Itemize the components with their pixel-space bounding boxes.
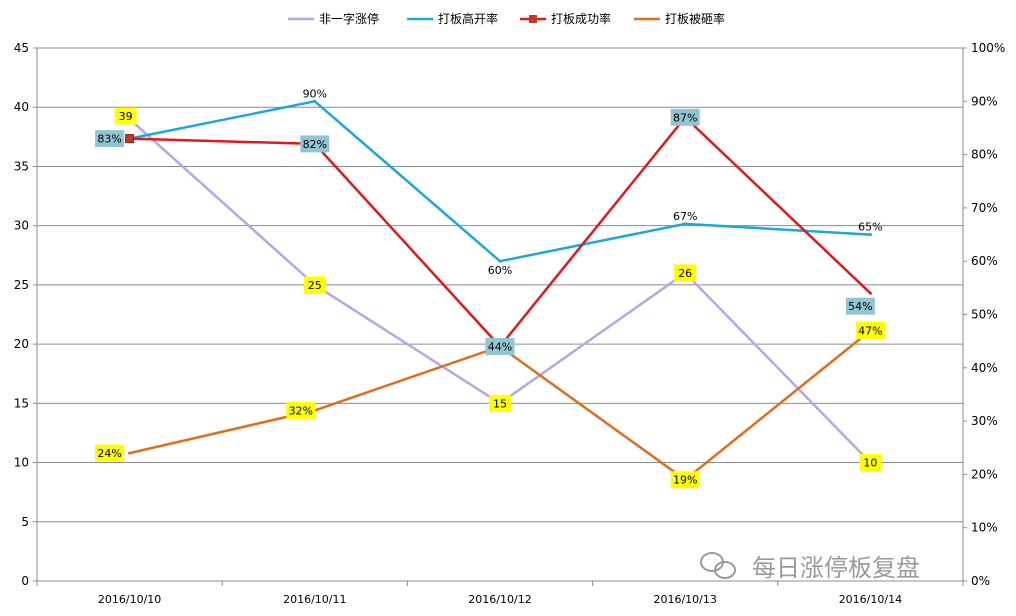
data-point <box>868 291 872 295</box>
y-right-tick-label: 100% <box>971 41 1005 55</box>
data-label-box <box>303 276 326 294</box>
y-right-tick-label: 40% <box>971 361 998 375</box>
data-label-box <box>95 130 125 148</box>
y-left-tick-label: 0 <box>21 574 29 588</box>
data-label-box <box>286 401 316 419</box>
series-line-3 <box>129 116 872 348</box>
y-left-tick-label: 20 <box>14 337 29 351</box>
data-label: 60% <box>488 264 512 277</box>
watermark: 每日涨停板复盘 <box>700 552 920 582</box>
y-left-tick-label: 10 <box>14 456 29 470</box>
data-label: 54% <box>848 300 872 313</box>
data-label-box <box>485 337 515 355</box>
y-left-tick-label: 30 <box>14 219 29 233</box>
data-label-box <box>674 264 697 282</box>
data-label-box <box>114 107 137 125</box>
data-point <box>683 222 687 226</box>
wechat-icon <box>700 552 736 579</box>
y-left-tick-label: 25 <box>14 278 29 292</box>
data-label: 10 <box>863 457 877 470</box>
data-label-box <box>670 471 700 489</box>
y-left-tick-label: 35 <box>14 159 29 173</box>
data-label: 39 <box>119 110 133 123</box>
data-label-box <box>859 454 882 472</box>
y-right-tick-label: 50% <box>971 308 998 322</box>
series-marker <box>125 134 135 144</box>
series-lines <box>125 99 872 482</box>
data-label-box <box>845 297 875 315</box>
data-label: 32% <box>289 404 313 417</box>
data-point <box>128 451 132 455</box>
data-label: 26 <box>678 267 692 280</box>
x-tick-label: 2016/10/10 <box>98 593 161 606</box>
legend-item-2: 打板高开率 <box>407 11 498 26</box>
data-point <box>313 99 317 103</box>
data-point <box>868 233 872 237</box>
x-tick-label: 2016/10/12 <box>468 593 531 606</box>
data-label: 24% <box>97 447 121 460</box>
y-right-tick-label: 60% <box>971 254 998 268</box>
y-right-tick-label: 80% <box>971 148 998 162</box>
data-labels: 39 25 15 26 10 90% 60% 67% 65% 83% 82% 44% 87% 54% 24%… <box>95 87 885 489</box>
legend-label: 打板被砸率 <box>665 11 725 26</box>
legend-label: 打板成功率 <box>551 11 611 26</box>
data-label-box <box>670 108 700 126</box>
y-right-tick-label: 90% <box>971 94 998 108</box>
legend-label: 非一字涨停 <box>319 11 379 26</box>
legend-item-3: 打板成功率 <box>520 11 611 26</box>
legend-item-4: 打板被砸率 <box>634 11 725 26</box>
data-label: 65% <box>858 221 882 234</box>
data-label-box <box>300 135 330 153</box>
data-label: 44% <box>488 340 512 353</box>
grid-lines <box>37 47 963 523</box>
y-right-tick-label: 30% <box>971 414 998 428</box>
data-point <box>498 259 502 263</box>
y-right-tick-label: 20% <box>971 467 998 481</box>
data-label-box <box>489 394 511 412</box>
data-label-box <box>95 444 125 462</box>
series-line-2 <box>129 100 871 263</box>
data-label: 87% <box>673 111 697 124</box>
data-label: 90% <box>303 87 327 100</box>
y-left-tick-label: 15 <box>14 396 29 410</box>
data-label: 15 <box>493 397 507 410</box>
axes: 0 5 10 15 20 25 30 35 40 45 0% 10% 20% 30% 40% 50% 60% 70… <box>14 41 1006 606</box>
x-tick-label: 2016/10/11 <box>283 593 346 606</box>
legend-marker <box>529 15 537 23</box>
y-right-tick-label: 10% <box>971 521 998 535</box>
y-left-tick-label: 45 <box>14 41 29 55</box>
legend: 非一字涨停 打板高开率 打板成功率 打板被砸率 <box>288 11 725 26</box>
y-right-tick-label: 0% <box>971 574 990 588</box>
x-tick-label: 2016/10/14 <box>839 593 902 606</box>
legend-item-1: 非一字涨停 <box>288 11 379 26</box>
y-right-tick-label: 70% <box>971 201 998 215</box>
data-label-box <box>855 321 885 339</box>
data-label: 25 <box>308 279 322 292</box>
data-label: 67% <box>673 210 697 223</box>
data-label: 47% <box>858 324 882 337</box>
watermark-text: 每日涨停板复盘 <box>752 554 920 582</box>
data-label: 82% <box>303 138 327 151</box>
y-left-tick-label: 40 <box>14 100 29 114</box>
y-left-tick-label: 5 <box>21 515 29 529</box>
x-tick-label: 2016/10/13 <box>653 593 716 606</box>
legend-label: 打板高开率 <box>438 11 498 26</box>
data-label: 83% <box>97 133 121 146</box>
data-label: 19% <box>673 474 697 487</box>
